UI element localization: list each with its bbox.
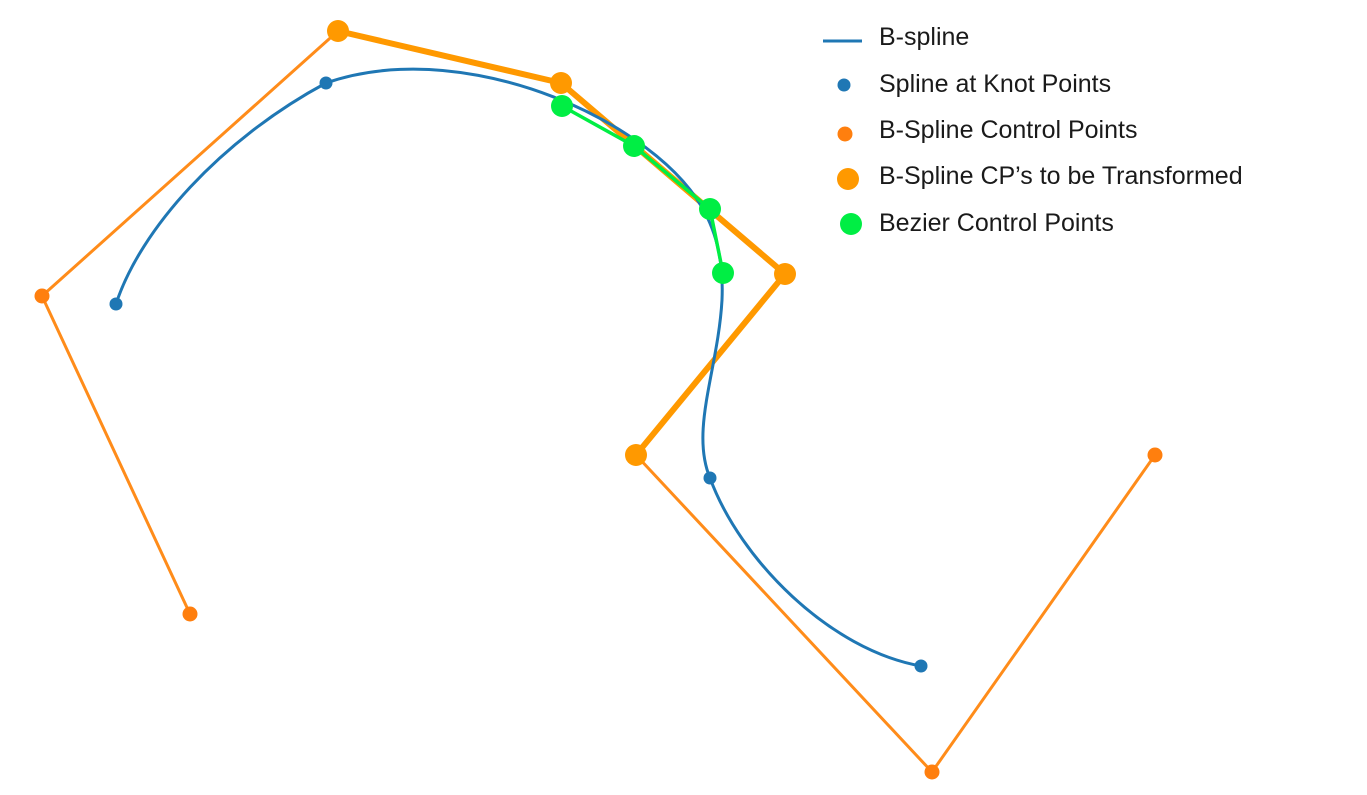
legend-item-bezier-points: Bezier Control Points [840,209,1114,237]
bezier-control-points [551,95,734,284]
control-point [182,606,198,622]
legend: B-spline Spline at Knot Points B-Spline … [823,23,1243,237]
legend-dot-marker [837,168,859,190]
bezier-control-polygon [561,104,725,274]
bspline-curve [114,67,923,668]
bezier-control-point [551,95,573,117]
legend-label: B-spline [879,23,969,51]
legend-label: B-Spline Control Points [879,116,1137,144]
control-point [924,764,940,780]
legend-label: Spline at Knot Points [879,70,1111,98]
knot-point [109,297,123,311]
transform-control-point [774,263,796,285]
transform-control-point [327,20,349,42]
knot-point [703,471,717,485]
legend-item-control-points: B-Spline Control Points [837,116,1137,144]
bezier-control-point [712,262,734,284]
transform-control-point [625,444,647,466]
bspline-control-points [34,288,1163,780]
control-point [1147,447,1163,463]
legend-item-transform-points: B-Spline CP’s to be Transformed [837,162,1243,190]
legend-label: B-Spline CP’s to be Transformed [879,162,1243,190]
transform-control-point [550,72,572,94]
transform-control-points [327,20,796,466]
control-point [34,288,50,304]
legend-label: Bezier Control Points [879,209,1114,237]
bezier-control-point [623,135,645,157]
legend-dot-marker [837,78,851,92]
legend-item-bspline: B-spline [823,23,969,51]
knot-point [319,76,333,90]
knot-points [109,76,928,673]
bezier-control-point [699,198,721,220]
legend-item-knot-points: Spline at Knot Points [837,70,1111,98]
legend-dot-marker [840,213,862,235]
legend-dot-marker [837,126,853,142]
knot-point [914,659,928,673]
